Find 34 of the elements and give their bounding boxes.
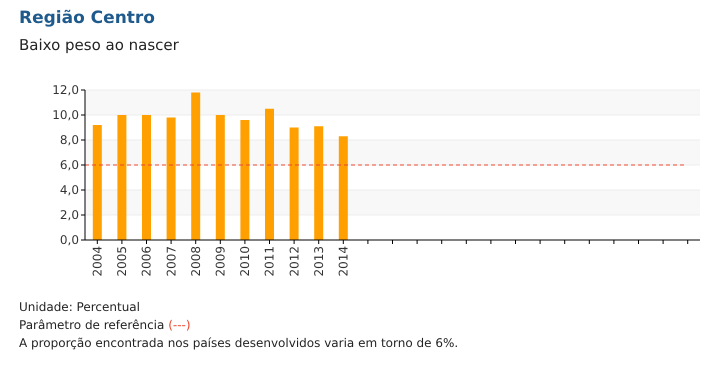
x-tick-label: 2011 [262,246,277,277]
bar [314,126,324,240]
bar [142,115,151,240]
x-tick-label: 2008 [188,246,203,277]
bar [290,128,299,240]
bar [117,115,126,240]
y-tick-label: 8,0 [60,133,79,148]
bar [240,120,250,240]
x-tick-label: 2014 [336,246,350,277]
bar [92,125,102,240]
bar [265,108,274,240]
y-tick-label: 12,0 [52,83,79,98]
bar [216,115,225,240]
chart-title: Região Centro [19,8,155,28]
y-tick-label: 2,0 [60,208,79,222]
x-tick-label: 2009 [214,246,228,277]
bar [191,92,200,240]
text: Parâmetro de referência (---) [19,318,191,332]
y-tick-label: 10,0 [52,108,79,122]
y-tick-label: 4,0 [60,183,79,198]
x-tick-label: 2005 [115,246,130,277]
chart-subtitle: Baixo peso ao nascer [19,36,180,54]
text: A proporção encontrada nos países desenvolvidos varia em torno de 6%. [19,336,458,350]
text: Unidade: Percentual [19,300,140,314]
x-tick-label: 2006 [140,246,154,277]
x-tick-label: 2007 [164,246,178,277]
bar [166,118,176,240]
x-tick-label: 2010 [238,246,252,277]
y-tick-label: 6,0 [60,158,79,172]
x-tick-label: 2013 [312,246,326,277]
x-tick-label: 2004 [90,246,104,277]
x-tick-label: 2012 [287,246,302,277]
bar [338,136,348,240]
y-tick-label: 0,0 [60,233,79,248]
